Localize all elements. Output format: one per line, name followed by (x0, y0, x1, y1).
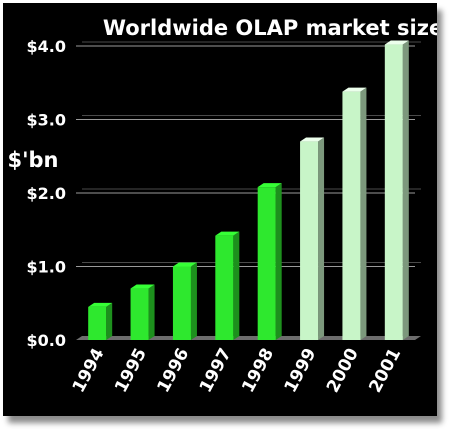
bar-1994 (88, 302, 113, 340)
x-tick-label: 2001 (365, 345, 405, 396)
bar-1998 (257, 183, 282, 340)
bar-1997 (215, 231, 240, 340)
y-tick-label: $4.0 (27, 37, 66, 56)
bar-1999 (300, 137, 325, 340)
y-axis-label: $'bn (7, 148, 58, 172)
y-tick-labels: $0.0 $1.0 $2.0 $3.0 $4.0 (27, 37, 66, 350)
x-tick-label: 1996 (153, 345, 193, 396)
y-tick-label: $2.0 (27, 184, 66, 203)
floor-plane (76, 336, 421, 340)
x-tick-label: 1999 (281, 345, 321, 396)
y-tick-label: $1.0 (27, 258, 66, 277)
x-tick-label: 1994 (69, 345, 109, 396)
y-tick-label: $3.0 (27, 111, 66, 130)
x-tick-label: 1997 (196, 345, 236, 396)
bars (88, 40, 409, 340)
bar-2001 (384, 40, 409, 340)
chart-floor (76, 336, 421, 340)
y-tick-label: $0.0 (27, 331, 66, 350)
x-tick-label: 2000 (323, 345, 363, 396)
chart-title: Worldwide OLAP market size (103, 16, 437, 40)
bar-1995 (130, 284, 155, 340)
x-tick-labels: 1994 1995 1996 1997 1998 1999 2000 2001 (69, 345, 406, 396)
chart-panel: Worldwide OLAP market size $'bn $0.0 $1.0… (3, 3, 437, 416)
x-tick-label: 1995 (111, 345, 151, 396)
bar-2000 (342, 87, 367, 340)
gridlines (76, 41, 421, 267)
bar-1996 (172, 262, 197, 340)
bar-chart: Worldwide OLAP market size $'bn $0.0 $1.0… (7, 16, 437, 396)
x-tick-label: 1998 (238, 345, 278, 396)
